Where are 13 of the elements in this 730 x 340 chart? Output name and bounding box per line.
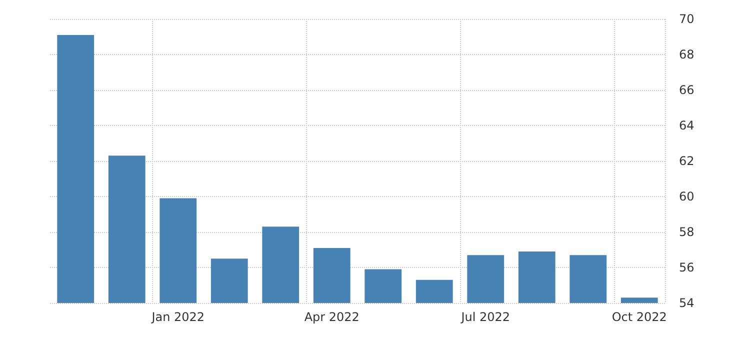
x-tick-label: Apr 2022 xyxy=(304,310,360,324)
y-tick-label: 68 xyxy=(679,48,694,62)
y-tick-label: 70 xyxy=(679,12,694,26)
y-tick-label: 62 xyxy=(679,154,694,168)
x-tick-label: Jul 2022 xyxy=(460,310,510,324)
y-tick-label: 56 xyxy=(679,260,694,274)
y-tick-label: 54 xyxy=(679,296,694,310)
x-tick-label: Oct 2022 xyxy=(612,310,667,324)
x-tick-label: Jan 2022 xyxy=(150,310,205,324)
y-tick-label: 64 xyxy=(679,118,694,132)
y-tick-label: 60 xyxy=(679,190,694,204)
y-tick-label: 66 xyxy=(679,83,694,97)
y-tick-label: 58 xyxy=(679,225,694,239)
